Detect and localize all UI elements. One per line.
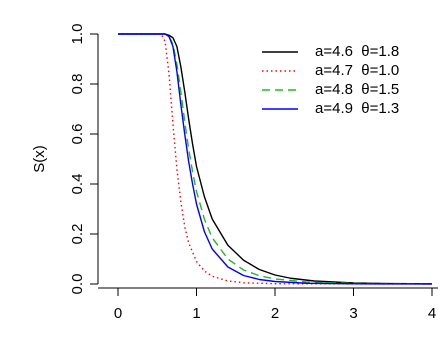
y-tick-label: 0.0 xyxy=(69,274,86,295)
x-tick-label: 4 xyxy=(428,305,436,322)
y-tick-label: 0.4 xyxy=(69,174,86,195)
y-tick-label: 0.2 xyxy=(69,224,86,245)
legend: a=4.6 θ=1.8 a=4.7 θ=1.0 a=4.8 θ=1.5 a=4.9 θ… xyxy=(262,43,399,117)
legend-label-1: a=4.6 θ=1.8 xyxy=(315,43,399,60)
legend-label-2: a=4.7 θ=1.0 xyxy=(315,62,399,79)
y-tick-label: 0.8 xyxy=(69,74,86,95)
series-line-2 xyxy=(118,33,433,285)
axes: 0.0 0.2 0.4 0.6 0.8 1.0 0 1 2 3 4 xyxy=(69,24,438,322)
legend-label-3: a=4.8 θ=1.5 xyxy=(315,81,399,98)
x-tick-label: 1 xyxy=(192,305,200,322)
series-line-4 xyxy=(118,33,433,285)
series-line-3 xyxy=(118,33,433,285)
x-tick-label: 0 xyxy=(114,305,122,322)
x-tick-label: 2 xyxy=(271,305,279,322)
series-line-1 xyxy=(118,33,433,285)
y-tick-label: 0.6 xyxy=(69,124,86,145)
y-axis-label: S(x) xyxy=(31,145,48,173)
x-tick-label: 3 xyxy=(349,305,357,322)
plot-curves xyxy=(118,33,433,285)
legend-label-4: a=4.9 θ=1.3 xyxy=(315,100,399,117)
y-tick-label: 1.0 xyxy=(69,24,86,45)
